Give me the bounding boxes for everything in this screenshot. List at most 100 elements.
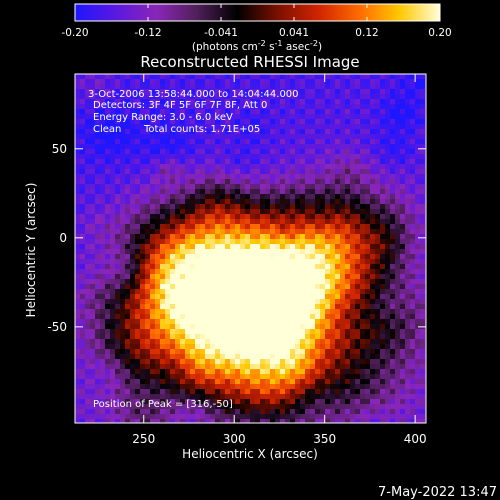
heatmap-cell	[175, 139, 181, 145]
heatmap-cell	[310, 339, 316, 345]
heatmap-cell	[395, 194, 401, 200]
heatmap-cell	[210, 364, 216, 370]
heatmap-cell	[100, 79, 106, 85]
heatmap-cell	[325, 364, 331, 370]
heatmap-cell	[75, 404, 81, 410]
heatmap-cell	[260, 339, 266, 345]
heatmap-cell	[265, 119, 271, 125]
heatmap-cell	[350, 229, 356, 235]
heatmap-cell	[205, 419, 211, 423]
heatmap-cell	[135, 284, 141, 290]
heatmap-cell	[345, 219, 351, 225]
heatmap-cell	[235, 279, 241, 285]
heatmap-cell	[155, 349, 161, 355]
heatmap-cell	[370, 214, 376, 220]
heatmap-cell	[130, 274, 136, 280]
heatmap-cell	[300, 239, 306, 245]
heatmap-cell	[370, 299, 376, 305]
heatmap-cell	[335, 154, 341, 160]
heatmap-cell	[225, 319, 231, 325]
heatmap-cell	[120, 149, 126, 155]
heatmap-cell	[185, 264, 191, 270]
heatmap-cell	[165, 244, 171, 250]
heatmap-cell	[205, 104, 211, 110]
heatmap-cell	[375, 399, 381, 405]
heatmap-cell	[365, 99, 371, 105]
heatmap-cell	[340, 189, 346, 195]
heatmap-cell	[420, 134, 426, 140]
heatmap-cell	[175, 289, 181, 295]
heatmap-cell	[340, 129, 346, 135]
heatmap-cell	[245, 184, 251, 190]
heatmap-cell	[90, 169, 96, 175]
heatmap-cell	[215, 354, 221, 360]
heatmap-cell	[415, 364, 421, 370]
heatmap-cell	[275, 384, 281, 390]
heatmap-cell	[405, 244, 411, 250]
heatmap-cell	[290, 244, 296, 250]
heatmap-cell	[330, 299, 336, 305]
heatmap-cell	[305, 159, 311, 165]
heatmap-cell	[120, 329, 126, 335]
heatmap-cell	[410, 154, 416, 160]
heatmap-cell	[190, 374, 196, 380]
heatmap-cell	[305, 374, 311, 380]
heatmap-cell	[90, 214, 96, 220]
heatmap-cell	[195, 304, 201, 310]
heatmap-cell	[345, 409, 351, 415]
heatmap-cell	[330, 74, 336, 80]
heatmap-cell	[355, 364, 361, 370]
heatmap-cell	[255, 309, 261, 315]
heatmap-cell	[190, 239, 196, 245]
heatmap-cell	[385, 94, 391, 100]
heatmap-cell	[395, 89, 401, 95]
heatmap-cell	[125, 79, 131, 85]
heatmap-cell	[350, 364, 356, 370]
heatmap-cell	[265, 94, 271, 100]
heatmap-cell	[305, 119, 311, 125]
heatmap-cell	[400, 384, 406, 390]
heatmap-cell	[410, 214, 416, 220]
heatmap-cell	[255, 394, 261, 400]
heatmap-cell	[190, 389, 196, 395]
heatmap-cell	[295, 254, 301, 260]
heatmap-cell	[245, 144, 251, 150]
heatmap-cell	[360, 179, 366, 185]
heatmap-cell	[390, 144, 396, 150]
heatmap-cell	[270, 129, 276, 135]
heatmap-cell	[420, 314, 426, 320]
heatmap-cell	[155, 264, 161, 270]
heatmap-cell	[370, 219, 376, 225]
heatmap-cell	[200, 99, 206, 105]
heatmap-cell	[210, 289, 216, 295]
heatmap-cell	[130, 144, 136, 150]
heatmap-cell	[170, 74, 176, 80]
heatmap-cell	[75, 204, 81, 210]
heatmap-cell	[190, 204, 196, 210]
heatmap-cell	[330, 339, 336, 345]
heatmap-cell	[125, 399, 131, 405]
heatmap-cell	[205, 309, 211, 315]
heatmap-cell	[75, 419, 81, 423]
heatmap-cell	[200, 179, 206, 185]
heatmap-cell	[145, 149, 151, 155]
heatmap-cell	[325, 194, 331, 200]
heatmap-cell	[400, 94, 406, 100]
heatmap-cell	[355, 359, 361, 365]
heatmap-cell	[195, 279, 201, 285]
heatmap-cell	[335, 374, 341, 380]
heatmap-cell	[310, 124, 316, 130]
heatmap-cell	[420, 279, 426, 285]
heatmap-cell	[250, 184, 256, 190]
heatmap-cell	[180, 134, 186, 140]
heatmap-cell	[110, 104, 116, 110]
heatmap-cell	[165, 314, 171, 320]
heatmap-cell	[320, 344, 326, 350]
heatmap-cell	[100, 174, 106, 180]
heatmap-cell	[360, 159, 366, 165]
heatmap-cell	[345, 119, 351, 125]
heatmap-cell	[205, 179, 211, 185]
heatmap-cell	[115, 294, 121, 300]
heatmap-cell	[95, 349, 101, 355]
heatmap-cell	[170, 114, 176, 120]
